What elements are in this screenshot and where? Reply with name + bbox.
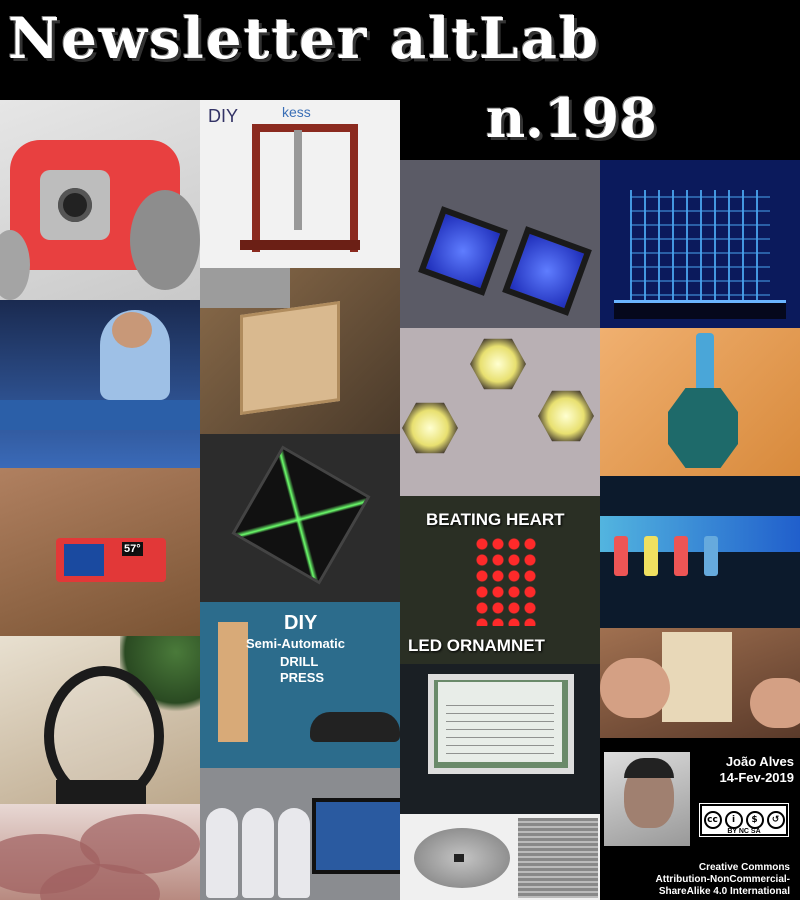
tile-sensor-board[interactable] [600, 328, 800, 476]
tile-led-cube[interactable] [600, 160, 800, 328]
tile-liquid-dispenser[interactable] [600, 476, 800, 628]
cc-icon: cc [703, 811, 722, 829]
tile-research-team[interactable] [200, 768, 400, 900]
tile-ring-lamp[interactable] [0, 636, 200, 804]
press-diy-label: DIY [208, 106, 239, 126]
drill-line-3: DRILL [280, 654, 319, 669]
author-name: João Alves [725, 754, 794, 769]
tile-hex-mirrors[interactable] [400, 328, 600, 496]
tile-wood-box[interactable] [200, 268, 400, 434]
heart-title-top: BEATING HEART [426, 510, 565, 529]
tile-coral-render[interactable] [0, 804, 200, 900]
issue-number: n.198 [486, 86, 657, 150]
tile-robot-camera[interactable] [0, 100, 200, 300]
thermo-reading: 57° [122, 542, 143, 556]
license-line-2: Attribution-NonCommercial- [655, 874, 790, 885]
author-date: 14-Fev-2019 [719, 770, 794, 785]
cc-badge-text: BY NC SA [727, 828, 761, 835]
nc-icon: $ [745, 811, 764, 829]
tile-micro-chip[interactable] [400, 814, 600, 900]
newsletter-title: Newsletter altLab [8, 6, 601, 72]
author-block: João Alves 14-Fev-2019 [700, 754, 794, 786]
tile-thermometer-device[interactable]: 57° [0, 468, 200, 636]
by-icon: i [724, 811, 743, 829]
license-text: Creative Commons Attribution-NonCommerci… [604, 862, 790, 898]
tile-drill-press[interactable]: DIY Semi-Automatic DRILL PRESS [200, 602, 400, 768]
tile-eink-display[interactable] [400, 664, 600, 814]
heart-title-bottom: LED ORNAMNET [408, 636, 545, 655]
tile-green-cube[interactable] [200, 434, 400, 602]
tile-lab-scientist[interactable] [0, 300, 200, 468]
tile-hands-device[interactable] [600, 628, 800, 738]
sa-icon: ↺ [766, 811, 785, 829]
tile-diy-press[interactable]: DIY kess [200, 100, 400, 268]
drill-line-4: PRESS [280, 670, 325, 685]
tile-led-earrings[interactable] [400, 160, 600, 328]
license-line-1: Creative Commons [698, 862, 790, 873]
drill-line-2: Semi-Automatic [246, 636, 345, 651]
drill-line-1: DIY [284, 612, 318, 634]
license-line-3: ShareAlike 4.0 International [658, 886, 790, 897]
author-photo [604, 752, 690, 846]
tile-beating-heart[interactable]: BEATING HEART LED ORNAMNET [400, 496, 600, 664]
press-brand-label: kess [282, 104, 311, 120]
cc-license-badge[interactable]: cc i $ ↺ BY NC SA [699, 803, 789, 837]
